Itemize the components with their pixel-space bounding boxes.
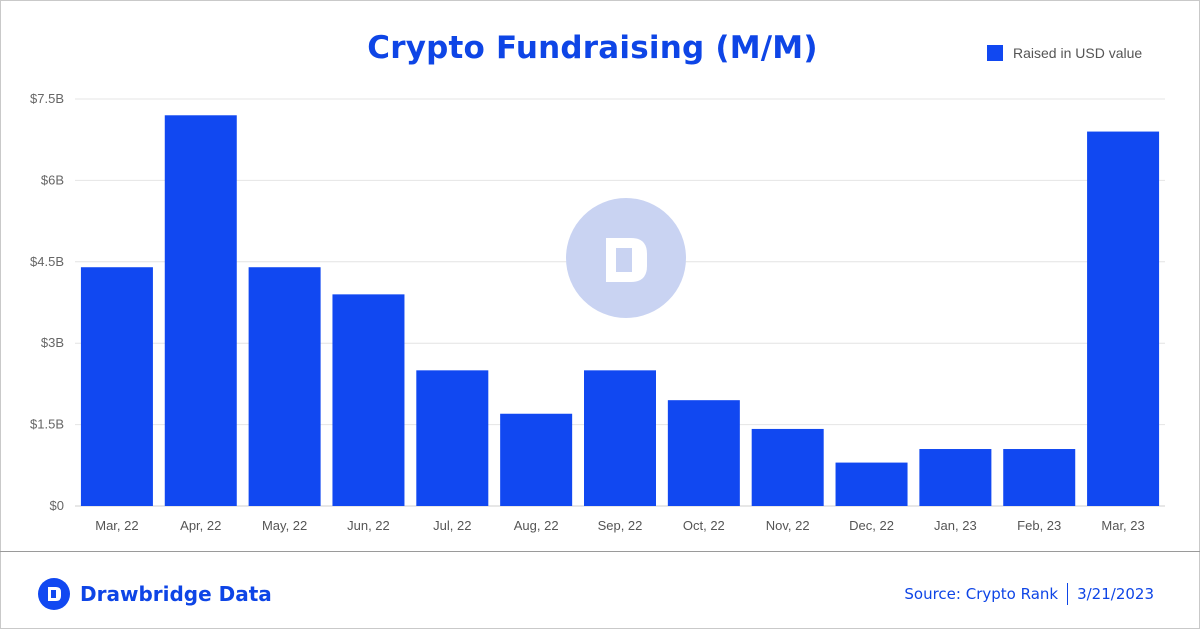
x-tick-label: Feb, 23: [1017, 518, 1061, 533]
watermark: [566, 198, 686, 318]
y-tick-label: $4.5B: [30, 254, 64, 269]
x-axis-ticks: Mar, 22 Apr, 22 May, 22 Jun, 22 Jul, 22 Aug, …: [95, 518, 1145, 533]
x-tick-label: Nov, 22: [766, 518, 810, 533]
drawbridge-logo-icon: [38, 578, 70, 610]
bar: [1087, 131, 1160, 506]
y-tick-label: $7.5B: [30, 91, 64, 106]
source-separator: [1067, 583, 1069, 605]
y-tick-label: $0: [50, 498, 64, 513]
bars: [80, 115, 1160, 506]
bar: [248, 267, 321, 506]
x-tick-label: Oct, 22: [683, 518, 725, 533]
legend-label: Raised in USD value: [1013, 45, 1143, 61]
bar-chart: $0$1.5B$3B$4.5B$6B$7.5B Mar, 22 Apr, 22 Ma…: [30, 91, 1165, 533]
x-tick-label: Apr, 22: [180, 518, 221, 533]
bar: [80, 267, 153, 506]
drawbridge-logo-icon: [606, 238, 647, 282]
x-tick-label: Jun, 22: [347, 518, 390, 533]
bar: [1003, 449, 1076, 506]
x-tick-label: Mar, 22: [95, 518, 138, 533]
bar: [751, 428, 824, 506]
bar: [500, 413, 573, 506]
x-tick-label: Dec, 22: [849, 518, 894, 533]
x-tick-label: Mar, 23: [1101, 518, 1144, 533]
source-date: 3/21/2023: [1077, 585, 1154, 603]
source-credit: Source: Crypto Rank 3/21/2023: [904, 583, 1154, 605]
x-tick-label: Aug, 22: [514, 518, 559, 533]
bar: [667, 400, 740, 506]
brand-name: Drawbridge Data: [80, 582, 272, 606]
y-tick-label: $3B: [41, 335, 64, 350]
x-tick-label: Sep, 22: [598, 518, 643, 533]
x-tick-label: Jan, 23: [934, 518, 977, 533]
bar: [332, 294, 405, 506]
source-label: Source: Crypto Rank: [904, 585, 1059, 603]
bar: [416, 370, 489, 506]
brand: Drawbridge Data: [38, 578, 272, 610]
legend-swatch: [987, 45, 1003, 61]
legend: Raised in USD value: [987, 45, 1142, 61]
footer-divider: [0, 551, 1200, 552]
brand-logo-glyph: [48, 587, 61, 601]
y-tick-label: $6B: [41, 172, 64, 187]
bar: [584, 370, 656, 506]
x-tick-label: Jul, 22: [433, 518, 471, 533]
x-tick-label: May, 22: [262, 518, 307, 533]
bar: [835, 462, 908, 506]
y-tick-label: $1.5B: [30, 417, 64, 432]
watermark-logo-cutout: [616, 248, 632, 272]
bar: [919, 449, 992, 506]
bar: [164, 115, 237, 506]
chart-title: Crypto Fundraising (M/M): [367, 30, 818, 66]
y-axis-ticks: $0 $1.5B $3B $4.5B $6B $7.5B: [30, 91, 64, 513]
